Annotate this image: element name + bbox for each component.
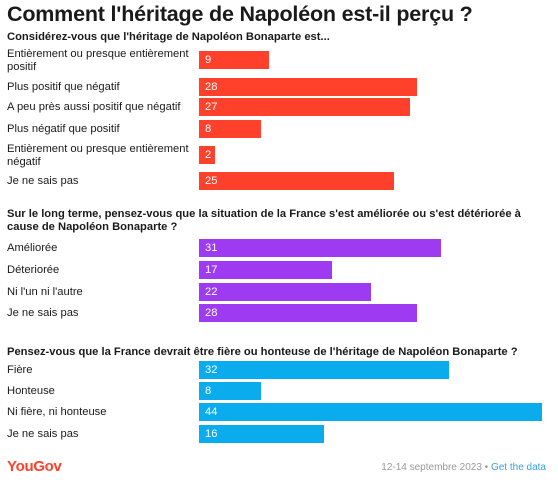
survey-date: 12-14 septembre 2023 (381, 462, 482, 473)
category-label: Fière (7, 364, 33, 376)
bar-value-label: 8 (205, 385, 212, 397)
bar (199, 51, 270, 69)
bar-value-label: 25 (205, 175, 218, 187)
category-label: Déteriorée (7, 264, 60, 276)
question-title: Pensez-vous que la France devrait être f… (7, 346, 518, 358)
category-label: Je ne sais pas (7, 175, 79, 187)
get-the-data-link[interactable]: Get the data (490, 462, 546, 473)
bar-value-label: 28 (205, 81, 218, 93)
bar (199, 304, 418, 322)
category-label: Améliorée (7, 242, 58, 254)
bar (199, 78, 418, 96)
category-label: Ni fière, ni honteuse (7, 406, 107, 418)
bar-value-label: 28 (205, 307, 218, 319)
footer-source: 12-14 septembre 2023 • Get the data (381, 462, 546, 473)
bar-value-label: 44 (205, 406, 218, 418)
bar (199, 120, 262, 138)
bar (199, 403, 543, 421)
category-label: Je ne sais pas (7, 307, 79, 319)
bar-value-label: 32 (205, 364, 218, 376)
bar-value-label: 27 (205, 101, 218, 113)
category-label: Plus négatif que positif (7, 123, 120, 135)
bar (199, 382, 262, 400)
bar-value-label: 17 (205, 264, 218, 276)
question-title: Sur le long terme, pensez-vous que la si… (7, 208, 521, 233)
bar-value-label: 2 (205, 149, 212, 161)
yougov-logo: YouGov (7, 458, 62, 475)
bar (199, 261, 332, 279)
bar (199, 361, 449, 379)
bar-value-label: 16 (205, 428, 218, 440)
bar-value-label: 9 (205, 54, 212, 66)
bar (199, 239, 441, 257)
category-label: Ni l'un ni l'autre (7, 286, 83, 298)
bar-value-label: 31 (205, 242, 218, 254)
question-title: Considérez-vous que l'héritage de Napolé… (7, 31, 330, 43)
category-label: Entièrement ou presque entièrement négat… (7, 143, 189, 168)
bar (199, 283, 371, 301)
category-label: Plus positif que négatif (7, 81, 120, 93)
category-label: Entièrement ou presque entièrement posit… (7, 48, 189, 73)
bar (199, 98, 410, 116)
category-label: Je ne sais pas (7, 428, 79, 440)
bar-value-label: 8 (205, 123, 212, 135)
bar (199, 425, 324, 443)
category-label: Honteuse (7, 385, 55, 397)
category-label: A peu près aussi positif que négatif (7, 101, 181, 113)
footer-separator: • (481, 462, 491, 473)
bar (199, 172, 394, 190)
bar (199, 146, 215, 164)
bar-value-label: 22 (205, 286, 218, 298)
chart-title: Comment l'héritage de Napoléon est-il pe… (7, 2, 473, 26)
